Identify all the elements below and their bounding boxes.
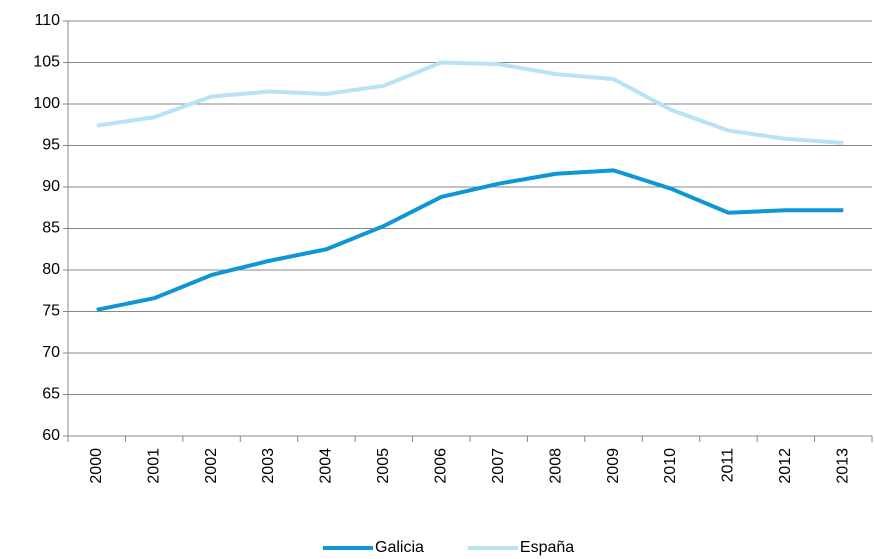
legend-label: España	[520, 539, 574, 556]
y-tick-label: 70	[42, 344, 60, 361]
x-tick-label: 2009	[605, 448, 622, 484]
x-tick-label: 2013	[835, 448, 852, 484]
x-tick-label: 2006	[433, 448, 450, 484]
y-tick-label: 75	[42, 303, 60, 320]
y-tick-label: 100	[33, 95, 60, 112]
x-tick-label: 2004	[318, 448, 335, 484]
x-tick-label: 2003	[260, 448, 277, 484]
x-tick-label: 2012	[777, 448, 794, 484]
x-tick-label: 2005	[375, 448, 392, 484]
series-line	[96, 168, 844, 312]
x-tick-label: 2002	[203, 448, 220, 484]
y-tick-label: 95	[42, 137, 60, 154]
x-tick-label: 2010	[662, 448, 679, 484]
x-tick-label: 2007	[490, 448, 507, 484]
x-tick-label: 2000	[88, 448, 105, 484]
x-tick-label: 2001	[145, 448, 162, 484]
y-tick-label: 65	[42, 386, 60, 403]
y-tick-label: 60	[42, 427, 60, 444]
y-tick-label: 110	[34, 12, 60, 29]
y-tick-label: 80	[42, 261, 60, 278]
x-tick-label: 2008	[547, 448, 564, 484]
legend-label: Galicia	[375, 539, 424, 556]
series-line	[96, 60, 844, 146]
y-tick-label: 90	[42, 178, 60, 195]
y-tick-label: 105	[33, 54, 60, 71]
x-tick-label: 2011	[720, 448, 737, 483]
y-tick-label: 85	[42, 220, 60, 237]
